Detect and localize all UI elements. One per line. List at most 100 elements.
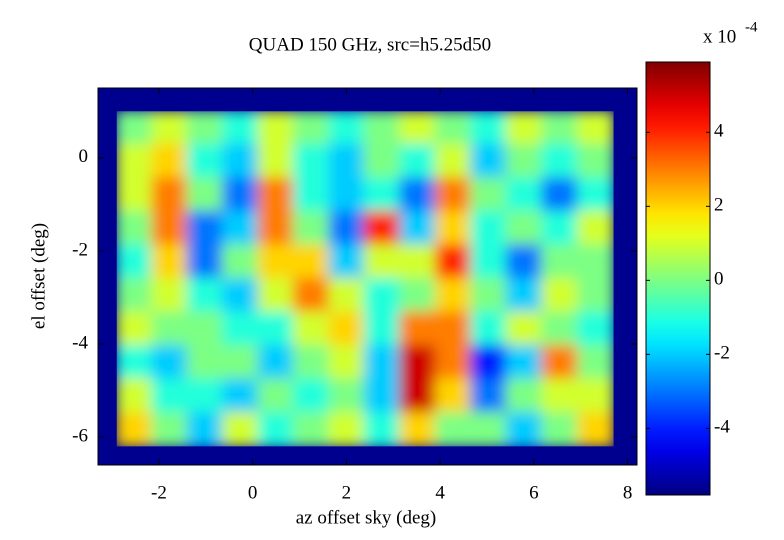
heatmap-cell xyxy=(151,378,189,414)
heatmap-cell xyxy=(363,277,402,314)
heatmap-cell xyxy=(222,378,260,414)
heatmap-cell xyxy=(328,411,367,447)
heatmap-cell xyxy=(186,277,225,314)
heatmap-cell xyxy=(222,344,260,381)
heatmap-cell xyxy=(434,177,473,213)
heatmap-cell xyxy=(292,210,331,247)
heatmap-cell xyxy=(505,143,544,180)
heatmap-cell xyxy=(363,411,402,447)
heatmap-cell xyxy=(434,277,473,314)
heatmap-cell xyxy=(505,177,544,213)
heatmap xyxy=(116,111,614,447)
heatmap-cell xyxy=(151,344,189,381)
colorbar xyxy=(645,61,711,496)
heatmap-cell xyxy=(328,143,367,180)
heatmap-cell xyxy=(576,244,614,280)
heatmap-cell xyxy=(470,411,508,447)
heatmap-cell xyxy=(505,378,544,414)
x-tick-label: 8 xyxy=(623,482,633,503)
y-tick-label: -4 xyxy=(72,332,88,353)
heatmap-cell xyxy=(363,111,402,146)
heatmap-cell xyxy=(434,210,473,247)
heatmap-cell xyxy=(505,111,544,146)
heatmap-cell xyxy=(186,411,225,447)
heatmap-cell xyxy=(292,111,331,146)
heatmap-cell xyxy=(399,378,437,414)
heatmap-cell xyxy=(363,378,402,414)
heatmap-cell xyxy=(541,111,579,146)
heatmap-cell xyxy=(363,143,402,180)
x-tick-label: 0 xyxy=(248,482,258,503)
heatmap-cell xyxy=(257,210,296,247)
x-axis-label: az offset sky (deg) xyxy=(296,507,437,528)
heatmap-cell xyxy=(434,344,473,381)
heatmap-cell xyxy=(222,311,260,347)
heatmap-cell xyxy=(576,378,614,414)
heatmap-cell xyxy=(222,244,260,280)
heatmap-cell xyxy=(576,344,614,381)
heatmap-cell xyxy=(116,111,154,146)
heatmap-cell xyxy=(222,277,260,314)
heatmap-cell xyxy=(363,244,402,280)
heatmap-cell xyxy=(470,143,508,180)
heatmap-cell xyxy=(576,210,614,247)
heatmap-cell xyxy=(151,311,189,347)
heatmap-cell xyxy=(116,177,154,213)
heatmap-cell xyxy=(434,378,473,414)
heatmap-cell xyxy=(434,143,473,180)
heatmap-cell xyxy=(328,244,367,280)
y-tick-label: -6 xyxy=(72,425,88,446)
heatmap-cell xyxy=(222,143,260,180)
y-tick-label: -2 xyxy=(72,239,88,260)
heatmap-cell xyxy=(292,177,331,213)
heatmap-cell xyxy=(328,177,367,213)
heatmap-cell xyxy=(292,378,331,414)
heatmap-cell xyxy=(541,177,579,213)
heatmap-cell xyxy=(505,277,544,314)
chart-title: QUAD 150 GHz, src=h5.25d50 xyxy=(249,34,491,55)
heatmap-cell xyxy=(434,411,473,447)
heatmap-cell xyxy=(470,244,508,280)
heatmap-cell xyxy=(399,311,437,347)
heatmap-cell xyxy=(505,344,544,381)
heatmap-cell xyxy=(541,311,579,347)
plot-frame xyxy=(97,87,638,466)
heatmap-cell xyxy=(222,411,260,447)
heatmap-cell xyxy=(541,344,579,381)
heatmap-cell xyxy=(151,111,189,146)
heatmap-cell xyxy=(470,277,508,314)
y-axis-label: el offset (deg) xyxy=(28,223,49,329)
heatmap-cell xyxy=(292,411,331,447)
heatmap-cell xyxy=(328,378,367,414)
heatmap-cell xyxy=(292,244,331,280)
x-tick-label: 6 xyxy=(529,482,539,503)
heatmap-cell xyxy=(257,143,296,180)
heatmap-cell xyxy=(505,210,544,247)
heatmap-cell xyxy=(328,210,367,247)
heatmap-cell xyxy=(363,177,402,213)
heatmap-cell xyxy=(399,143,437,180)
heatmap-cell xyxy=(292,277,331,314)
heatmap-cell xyxy=(222,177,260,213)
colorbar-tick-label: -2 xyxy=(714,343,730,364)
heatmap-cell xyxy=(576,277,614,314)
heatmap-cell xyxy=(186,311,225,347)
heatmap-cell xyxy=(257,177,296,213)
heatmap-cell xyxy=(257,111,296,146)
heatmap-cell xyxy=(576,411,614,447)
heatmap-cell xyxy=(434,244,473,280)
heatmap-cell xyxy=(186,143,225,180)
colorbar-tick-label: 4 xyxy=(714,121,724,142)
heatmap-cell xyxy=(363,210,402,247)
heatmap-cell xyxy=(576,177,614,213)
heatmap-cell xyxy=(505,244,544,280)
heatmap-cell xyxy=(257,411,296,447)
colorbar-tick-label: 2 xyxy=(714,195,724,216)
heatmap-cell xyxy=(292,311,331,347)
heatmap-cell xyxy=(328,311,367,347)
heatmap-cell xyxy=(151,411,189,447)
heatmap-cell xyxy=(186,244,225,280)
heatmap-cell xyxy=(541,210,579,247)
heatmap-cell xyxy=(292,143,331,180)
